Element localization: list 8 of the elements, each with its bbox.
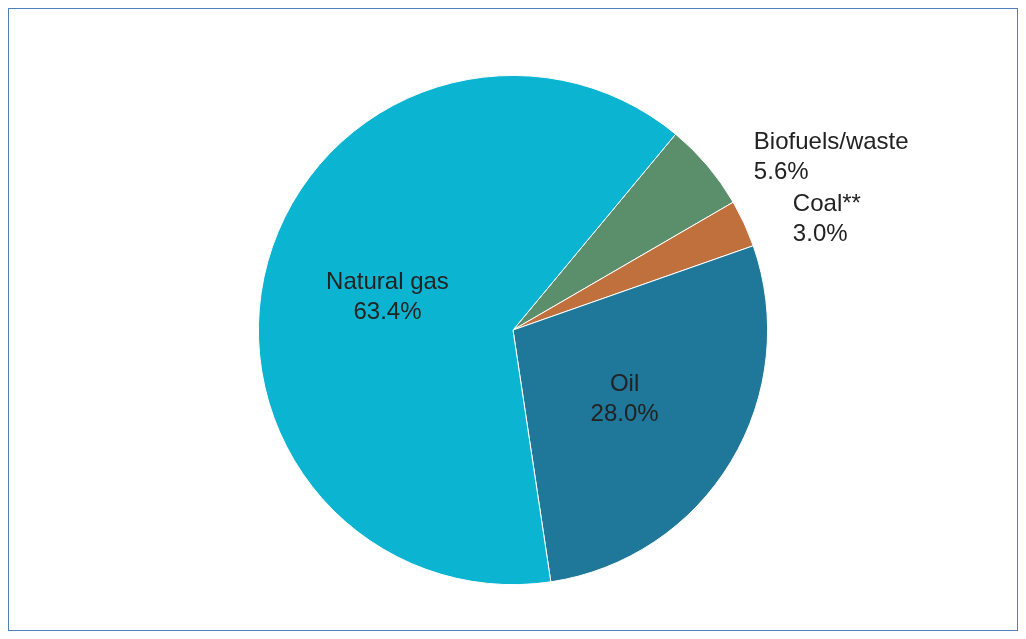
slice-label: Natural gas bbox=[326, 266, 449, 294]
slice-label: Oil bbox=[609, 368, 640, 396]
slice-label: Coal** bbox=[792, 188, 861, 216]
slice-label: Biofuels/waste bbox=[753, 127, 909, 155]
data-label: 5.6% bbox=[753, 157, 809, 185]
data-label: 63.4% bbox=[353, 296, 422, 324]
data-label: 28.0% bbox=[590, 398, 659, 426]
data-label: 3.0% bbox=[792, 218, 848, 246]
